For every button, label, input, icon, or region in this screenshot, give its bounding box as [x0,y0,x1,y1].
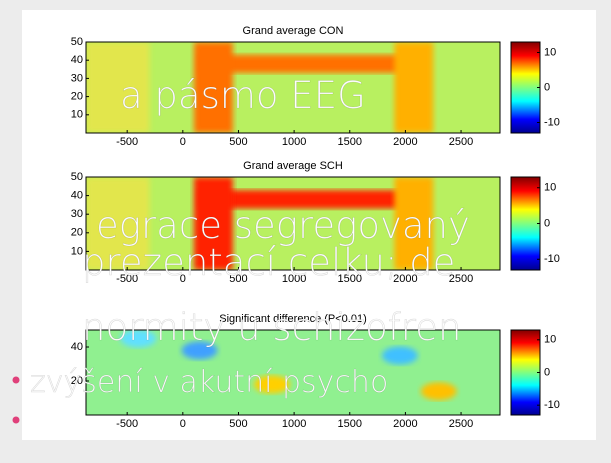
heatmap-bg [86,330,500,415]
slide-line: egrace segregovaný [96,204,470,247]
y-tick-label: 20 [71,375,83,387]
x-tick-label: 2000 [393,273,417,285]
x-tick-label: 500 [229,418,247,430]
heatmap-panel: Grand average SCH-500 0 500 1000 1500 2000 250… [71,160,560,285]
y-tick-label: 10 [71,245,83,257]
x-tick-label: 2000 [393,136,417,148]
heatmap [86,177,500,270]
x-tick-label: 1000 [282,273,306,285]
slide-line: prezentací celku; de [82,241,455,284]
y-tick-label: 40 [71,54,83,66]
x-tick-label: 0 [180,418,186,430]
band [193,42,233,133]
y-tick-label: 40 [71,190,83,202]
colorbar-label: 10 [544,334,556,346]
bullet-text: zvýšení v akutní psycho [30,365,388,400]
x-tick-label: 1000 [282,136,306,148]
x-tick-label: 1500 [338,418,362,430]
axes-frame [85,41,501,134]
y-tick-label: 50 [71,36,83,48]
y-tick-label: 20 [71,227,83,239]
x-tick-label: -500 [116,273,138,285]
blob [381,346,418,365]
band [193,177,233,270]
panel-title: Grand average CON [243,25,344,37]
band [394,177,434,270]
x-tick-label: 2500 [449,136,473,148]
colorbar [510,329,541,416]
x-tick-label: 2500 [449,418,473,430]
colorbar-label: 10 [544,182,556,194]
blob [253,375,290,394]
slide-line: normity u schizofren [82,306,461,349]
heatmap [86,42,500,133]
x-tick-label: 2000 [393,418,417,430]
x-tick-label: 2500 [449,273,473,285]
x-tick-label: 1500 [338,273,362,285]
x-tick-label: 500 [229,136,247,148]
x-tick-label: 0 [180,136,186,148]
band [86,42,150,133]
y-tick-label: 20 [71,91,83,103]
y-tick-label: 50 [71,171,83,183]
colorbar [510,41,541,134]
axes-frame [85,176,501,271]
heatmap-panel: Grand average CON-500 0 500 1000 1500 2000 250… [71,25,560,148]
colorbar [510,176,541,271]
colorbar-label: 0 [544,366,550,378]
band [199,190,406,209]
x-tick-label: -500 [116,418,138,430]
axes-frame [85,329,501,416]
colorbar-label: -10 [544,116,560,128]
bullet [12,376,20,384]
colorbar-label: 10 [544,46,556,58]
band [86,177,150,270]
blob [120,330,157,348]
colorbar-label: 0 [544,217,550,229]
band [394,42,434,133]
y-tick-label: 40 [71,341,83,353]
y-tick-label: 30 [71,72,83,84]
panel-title: Grand average SCH [243,160,343,172]
colorbar-label: -10 [544,399,560,411]
x-tick-label: -500 [116,136,138,148]
heatmap [86,330,500,415]
x-tick-label: 0 [180,273,186,285]
panel-title: Significant difference (P<0.01) [219,313,366,325]
slide-text: a pásmo EEG egrace segregovanýprezentací … [12,74,470,424]
blob [181,341,218,360]
bullet [12,416,20,424]
heatmap-panel: Significant difference (P<0.01) -500 0 500 1… [71,313,560,430]
y-tick-label: 10 [71,109,83,121]
slide-line: a pásmo EEG [120,74,366,117]
x-tick-label: 1500 [338,136,362,148]
x-tick-label: 500 [229,273,247,285]
blob [420,382,457,401]
y-tick-label: 30 [71,208,83,220]
colorbar-label: 0 [544,81,550,93]
plots: Grand average CON-500 0 500 1000 1500 2000 250… [71,25,560,430]
colorbar-label: -10 [544,253,560,265]
x-tick-label: 1000 [282,418,306,430]
band [199,54,406,73]
